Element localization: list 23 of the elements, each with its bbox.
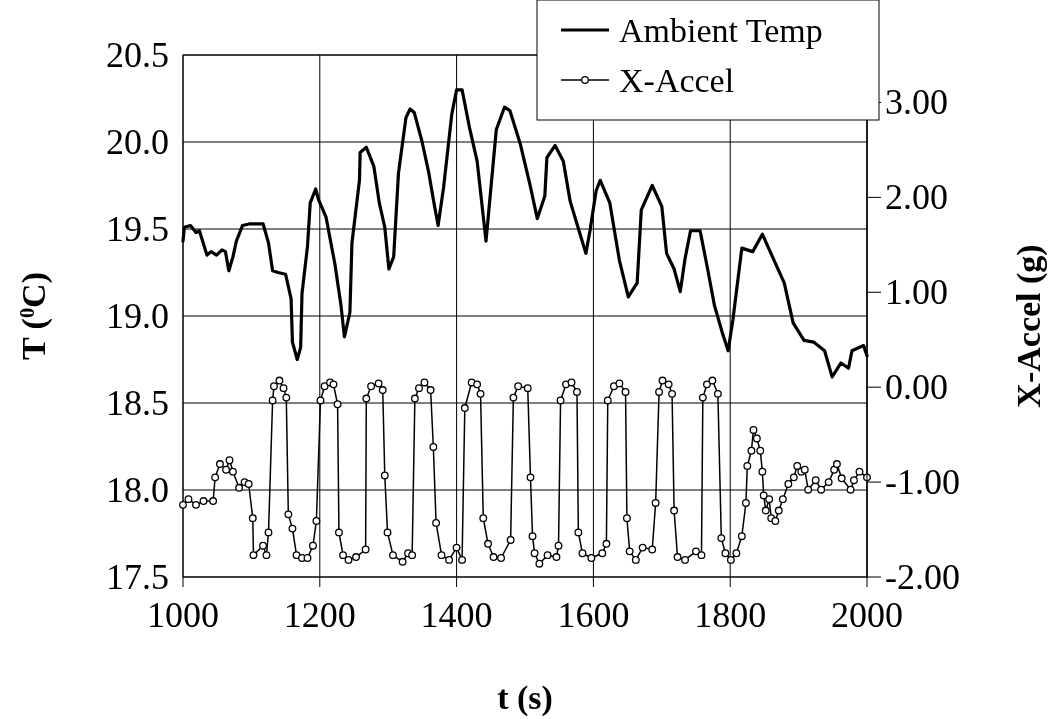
y2-tick-label: 0.00 <box>885 367 948 408</box>
y-tick-label: 20.5 <box>106 35 169 75</box>
y-tick-label: 18.5 <box>106 383 169 423</box>
y2-tick-label: -2.00 <box>885 557 960 597</box>
y-tick-label: 18.0 <box>106 470 169 510</box>
x-tick-label: 1200 <box>283 595 356 635</box>
y2-tick-label: -1.00 <box>885 462 960 503</box>
x-tick-label: 1600 <box>557 595 630 635</box>
y-tick-label: 19.0 <box>106 296 169 336</box>
x-tick-label: 1400 <box>420 595 493 635</box>
legend-label: X-Accel <box>619 62 735 99</box>
y2-tick-label: 1.00 <box>885 272 948 313</box>
x-axis-title: t (s) <box>497 679 553 717</box>
x-tick-label: 1800 <box>694 595 767 635</box>
y-tick-label: 17.5 <box>106 557 169 597</box>
x-tick-label: 2000 <box>831 595 903 635</box>
x-tick-label: 1000 <box>147 595 219 635</box>
y-tick-label: 20.0 <box>106 122 169 162</box>
y2-tick-label: 3.00 <box>885 82 948 123</box>
y-tick-label: 19.5 <box>106 209 169 249</box>
legend-label: Ambient Temp <box>619 12 823 49</box>
y2-tick-label: 2.00 <box>885 177 948 218</box>
y2-axis-title: X-Accel (g) <box>1010 244 1048 408</box>
